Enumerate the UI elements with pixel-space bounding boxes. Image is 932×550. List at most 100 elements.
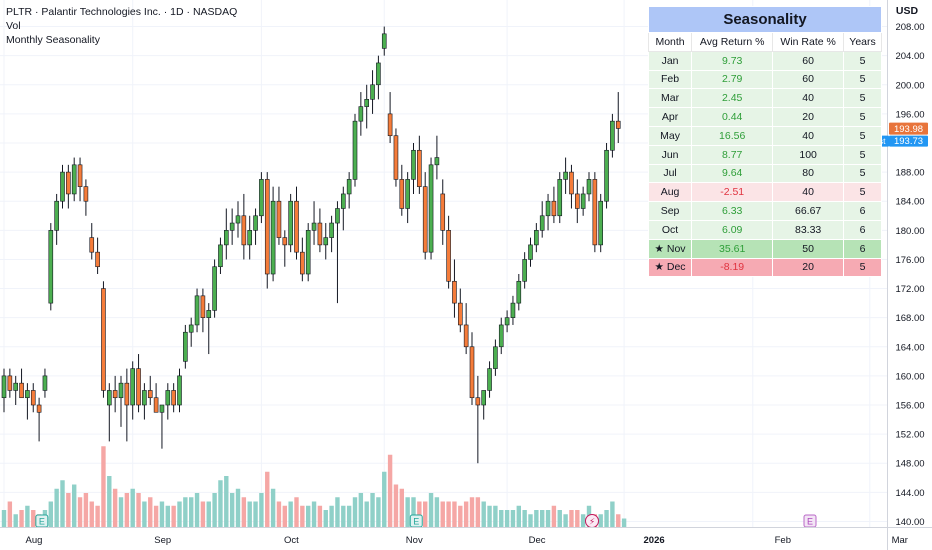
candle[interactable] [112,375,118,413]
candle[interactable] [19,368,24,399]
candle[interactable] [83,179,89,216]
candle[interactable] [498,317,504,355]
candle[interactable] [89,223,95,260]
candle[interactable] [574,179,580,224]
candle[interactable] [118,375,124,427]
candle[interactable] [475,375,481,464]
candle[interactable] [71,157,77,202]
candle[interactable] [422,172,428,260]
candle[interactable] [405,172,410,224]
candle[interactable] [147,375,153,405]
candle[interactable] [381,26,387,56]
candle[interactable] [188,317,194,347]
candle[interactable] [457,288,463,333]
candle[interactable] [165,383,171,420]
candle[interactable] [177,368,182,413]
candle[interactable] [159,404,165,449]
candle[interactable] [428,157,434,260]
candle[interactable] [469,332,475,405]
candle[interactable] [335,201,340,304]
candle[interactable] [522,252,527,289]
dividend-marker[interactable]: ⚡ [585,514,599,528]
candle[interactable] [235,201,241,238]
candle[interactable] [241,193,247,260]
indicator-label[interactable]: Monthly Seasonality [6,34,100,46]
candle[interactable] [387,92,393,143]
symbol-title[interactable]: PLTR · Palantir Technologies Inc. · 1D ·… [6,6,238,18]
candle[interactable] [124,368,130,442]
candle[interactable] [580,186,586,216]
candle[interactable] [247,215,252,260]
candle[interactable] [101,281,106,398]
candle[interactable] [305,223,311,282]
candle[interactable] [487,361,492,398]
candle[interactable] [276,186,282,245]
candle[interactable] [393,128,399,187]
candle[interactable] [171,383,176,413]
candle[interactable] [183,324,188,369]
candle[interactable] [1,368,7,413]
candle[interactable] [411,143,416,194]
candle[interactable] [364,84,370,129]
candle[interactable] [48,223,54,311]
candle[interactable] [493,339,498,376]
candle[interactable] [539,201,545,238]
candle[interactable] [504,310,510,333]
candle[interactable] [194,288,200,333]
candle[interactable] [557,172,563,224]
candle[interactable] [323,223,329,260]
candle[interactable] [136,354,141,413]
candle[interactable] [153,383,159,413]
candle[interactable] [42,368,48,398]
candle[interactable] [586,172,592,202]
earnings-marker[interactable]: E [803,514,817,528]
candle[interactable] [446,215,451,289]
candle[interactable] [95,237,100,274]
candle[interactable] [25,383,30,420]
candle[interactable] [563,157,568,194]
candle[interactable] [270,186,276,282]
candle[interactable] [282,230,288,267]
candle[interactable] [206,303,212,355]
candle[interactable] [229,208,235,245]
candle[interactable] [200,288,206,333]
candle[interactable] [399,164,405,216]
candle[interactable] [253,208,258,245]
currency-label[interactable]: USD [895,5,919,17]
earnings-marker[interactable]: E [409,514,423,528]
candle[interactable] [528,237,533,267]
candle[interactable] [288,193,293,253]
earnings-marker[interactable]: E [35,514,49,528]
candle[interactable] [346,172,352,209]
candle[interactable] [352,113,358,187]
candle[interactable] [569,164,574,209]
candle[interactable] [107,383,112,442]
candle[interactable] [534,223,539,253]
candle[interactable] [30,383,36,413]
candle[interactable] [604,143,609,209]
candle[interactable] [36,397,42,442]
candle[interactable] [142,383,147,420]
candle[interactable] [551,186,557,224]
candle[interactable] [434,135,440,180]
candle[interactable] [317,208,323,253]
candle[interactable] [592,172,598,253]
candle[interactable] [13,375,18,405]
candle[interactable] [54,193,59,245]
candle[interactable] [212,259,217,318]
candle[interactable] [77,157,83,202]
candle[interactable] [294,186,299,260]
candle[interactable] [130,361,135,420]
candle[interactable] [481,390,487,420]
candle[interactable] [516,274,522,311]
candle[interactable] [66,164,71,209]
candle[interactable] [376,55,381,100]
candle[interactable] [60,164,65,209]
candle[interactable] [340,186,346,231]
candle[interactable] [358,92,364,136]
candle[interactable] [610,113,615,158]
candle[interactable] [417,135,422,194]
volume-label[interactable]: Vol [6,20,21,32]
candle[interactable] [440,179,446,245]
candle[interactable] [7,368,13,398]
